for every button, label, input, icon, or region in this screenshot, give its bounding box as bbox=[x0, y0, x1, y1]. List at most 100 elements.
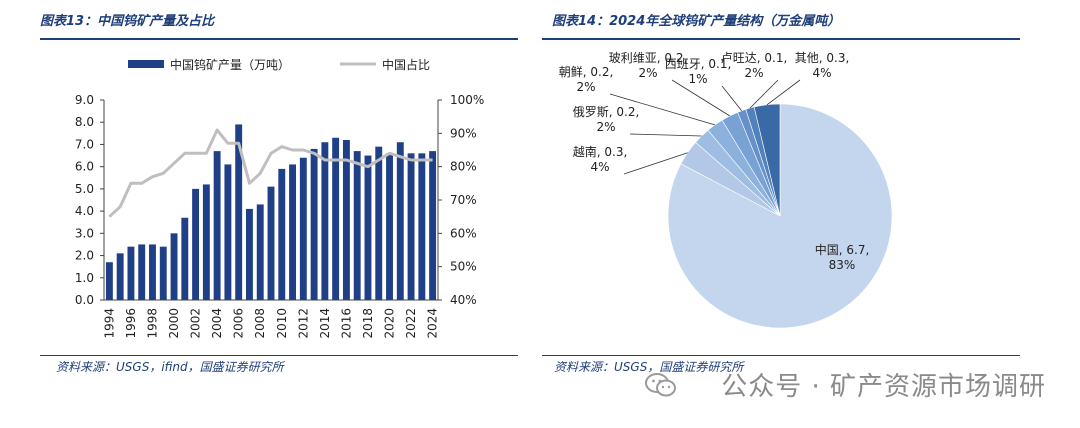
bar-2012 bbox=[299, 157, 307, 300]
left-tick-label: 0.0 bbox=[75, 293, 94, 307]
pie-pct-朝鲜: 2% bbox=[576, 80, 595, 94]
bar-2017 bbox=[353, 151, 361, 300]
bar-1998 bbox=[149, 244, 156, 300]
pie-pct-俄罗斯: 2% bbox=[596, 120, 615, 134]
left-tick-label: 6.0 bbox=[75, 160, 94, 174]
right-source-rule bbox=[542, 355, 1020, 356]
right-source-note: 资料来源：USGS，国盛证券研究所 bbox=[554, 360, 744, 374]
bar-2006 bbox=[235, 124, 243, 300]
x-tick-label: 2020 bbox=[383, 308, 397, 339]
legend-bar-label: 中国钨矿产量（万吨） bbox=[170, 57, 290, 72]
left-tick-label: 5.0 bbox=[75, 182, 94, 196]
right-tick-label: 80% bbox=[450, 160, 477, 174]
left-tick-label: 9.0 bbox=[75, 93, 94, 107]
bar-2004 bbox=[213, 151, 221, 300]
x-tick-label: 2022 bbox=[404, 308, 418, 339]
left-tick-label: 2.0 bbox=[75, 249, 94, 263]
x-tick-label: 1998 bbox=[145, 308, 159, 339]
x-tick-label: 2014 bbox=[318, 308, 332, 339]
bar-2005 bbox=[224, 164, 232, 300]
left-tick-label: 7.0 bbox=[75, 137, 94, 151]
pie-label-越南: 越南, 0.3, bbox=[573, 144, 628, 159]
right-tick-label: 90% bbox=[450, 126, 477, 140]
pie-label-俄罗斯: 俄罗斯, 0.2, bbox=[573, 105, 640, 119]
pie-leader-越南 bbox=[623, 152, 688, 175]
x-tick-label: 2000 bbox=[167, 308, 181, 339]
share-line bbox=[108, 128, 433, 218]
bar-2013 bbox=[310, 148, 318, 300]
x-tick-label: 2012 bbox=[296, 308, 310, 339]
pie-label-朝鲜: 朝鲜, 0.2, bbox=[559, 65, 614, 79]
left-tick-label: 8.0 bbox=[75, 115, 94, 129]
left-tick-label: 3.0 bbox=[75, 226, 94, 240]
bar-1997 bbox=[138, 244, 146, 300]
x-tick-label: 2008 bbox=[253, 308, 267, 339]
left-source-rule bbox=[40, 355, 518, 356]
right-title-rule bbox=[542, 38, 1020, 40]
pie-label-玻利维亚: 玻利维亚, 0.2, bbox=[609, 51, 688, 65]
pie-label-中国: 中国, 6.7, bbox=[815, 242, 870, 257]
right-tick-label: 50% bbox=[450, 260, 477, 274]
bar-1995 bbox=[116, 253, 124, 300]
pie-pct-越南: 4% bbox=[590, 160, 609, 174]
bar-1994 bbox=[105, 262, 113, 300]
pie-leader-朝鲜 bbox=[609, 93, 716, 126]
bar-2001 bbox=[181, 217, 189, 300]
pie-pct-卢旺达: 2% bbox=[744, 66, 763, 80]
pie-pct-中国: 83% bbox=[829, 258, 856, 272]
bar-2021 bbox=[396, 142, 404, 300]
bar-2007 bbox=[246, 208, 253, 300]
bar-2024 bbox=[429, 151, 437, 300]
x-tick-label: 1996 bbox=[124, 308, 138, 339]
x-tick-label: 2010 bbox=[275, 308, 289, 339]
right-tick-label: 60% bbox=[450, 226, 477, 240]
x-tick-label: 2018 bbox=[361, 308, 375, 339]
bar-2020 bbox=[386, 153, 393, 300]
pie-label-西班牙: 西班牙, 0.1, bbox=[665, 57, 732, 71]
combo-chart: 0.0 1.0 2.0 3.0 4.0 5.0 6.0 7.0 8.0 9.0 40% 50% 60% 7… bbox=[75, 57, 484, 339]
left-tick-label: 4.0 bbox=[75, 204, 94, 218]
pie-pct-其他: 4% bbox=[812, 66, 831, 80]
x-tick-label: 2004 bbox=[210, 308, 224, 339]
pie-chart: 中国, 6.7,83%越南, 0.3,4%俄罗斯, 0.2,2%朝鲜, 0.2,… bbox=[559, 50, 893, 329]
pie-pct-西班牙: 1% bbox=[688, 72, 707, 86]
bar-2022 bbox=[407, 153, 415, 300]
pie-leader-其他 bbox=[766, 79, 801, 106]
left-tick-label: 1.0 bbox=[75, 271, 94, 285]
bar-2018 bbox=[364, 155, 372, 300]
pie-label-其他: 其他, 0.3, bbox=[795, 51, 850, 65]
pie-label-卢旺达: 卢旺达, 0.1, bbox=[721, 50, 788, 65]
left-title-rule bbox=[40, 38, 518, 40]
legend-line-label: 中国占比 bbox=[382, 57, 430, 72]
bar-1999 bbox=[159, 246, 167, 300]
right-tick-label: 100% bbox=[450, 93, 484, 107]
bar-2000 bbox=[170, 233, 178, 300]
legend-bar-swatch bbox=[128, 60, 164, 68]
bar-1996 bbox=[127, 246, 135, 300]
x-tick-label: 2006 bbox=[232, 308, 246, 339]
wechat-icon bbox=[645, 373, 676, 397]
left-chart-title: 图表13：中国钨矿产量及占比 bbox=[40, 14, 215, 29]
bar-2010 bbox=[278, 168, 286, 300]
right-tick-label: 40% bbox=[450, 293, 477, 307]
bar-2023 bbox=[418, 153, 426, 300]
bar-2019 bbox=[375, 146, 383, 300]
x-tick-label: 2002 bbox=[189, 308, 203, 339]
pie-pct-玻利维亚: 2% bbox=[638, 66, 657, 80]
left-source-note: 资料来源：USGS，ifind，国盛证券研究所 bbox=[56, 360, 284, 374]
right-tick-label: 70% bbox=[450, 193, 477, 207]
bar-2003 bbox=[202, 184, 210, 300]
bar-2011 bbox=[289, 164, 296, 300]
bar-2009 bbox=[267, 186, 275, 300]
x-tick-label: 2016 bbox=[339, 308, 353, 339]
pie-leader-玻利维亚 bbox=[671, 79, 730, 117]
bar-2016 bbox=[342, 140, 350, 300]
bar-2002 bbox=[192, 188, 200, 300]
pie-leader-卢旺达 bbox=[749, 79, 779, 109]
pie-leader-俄罗斯 bbox=[629, 133, 702, 137]
bar-2015 bbox=[332, 137, 340, 300]
watermark-text: 公众号 · 矿产资源市场调研 bbox=[721, 372, 1046, 402]
bar-2008 bbox=[256, 204, 264, 300]
x-tick-label: 1994 bbox=[102, 308, 116, 339]
bar-2014 bbox=[321, 142, 329, 300]
